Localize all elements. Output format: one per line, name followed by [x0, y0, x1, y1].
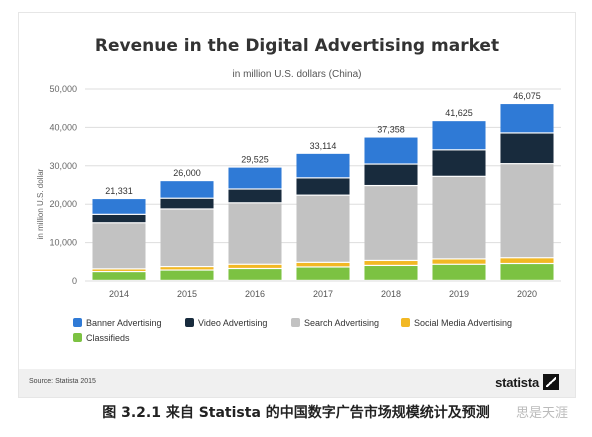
bar-segment: [160, 270, 214, 280]
bar-segment: [228, 264, 282, 268]
bar-total-label: 33,114: [310, 141, 337, 151]
x-tick-label: 2020: [517, 289, 537, 299]
bar-segment: [160, 267, 214, 270]
legend-swatch: [185, 318, 194, 327]
bar-segment: [364, 137, 418, 164]
legend-swatch: [401, 318, 410, 327]
bar-total-label: 26,000: [173, 168, 201, 178]
legend-label: Social Media Advertising: [414, 318, 512, 328]
bar-segment: [296, 195, 350, 262]
statista-logo-icon: [543, 374, 559, 390]
bar-segment: [92, 269, 146, 271]
x-tick-label: 2019: [449, 289, 469, 299]
x-tick-label: 2014: [109, 289, 129, 299]
bar-segment: [92, 223, 146, 269]
bar-segment: [500, 264, 554, 280]
bar-segment: [296, 262, 350, 267]
bar-segment: [92, 199, 146, 214]
y-axis-label: in million U.S. dollar: [36, 168, 45, 239]
bar-segment: [228, 189, 282, 203]
bar-total-label: 37,358: [377, 125, 405, 135]
bar-segment: [500, 258, 554, 263]
bar-segment: [228, 269, 282, 280]
bar-segment: [92, 214, 146, 223]
bar-segment: [364, 261, 418, 265]
x-tick-label: 2018: [381, 289, 401, 299]
y-tick-label: 30,000: [49, 161, 77, 171]
bar-segment: [432, 176, 486, 259]
bar-segment: [364, 164, 418, 185]
bar-segment: [296, 178, 350, 195]
bar-segment: [364, 186, 418, 260]
bar-total-label: 46,075: [513, 91, 541, 101]
footer-bar: [19, 369, 575, 397]
legend-label: Search Advertising: [304, 318, 379, 328]
brand-name: statista: [495, 374, 539, 390]
legend-swatch: [73, 333, 82, 342]
y-tick-label: 40,000: [49, 122, 77, 132]
bar-segment: [228, 167, 282, 189]
bar-segment: [160, 181, 214, 198]
legend-swatch: [73, 318, 82, 327]
bar-segment: [432, 121, 486, 150]
bar-segment: [432, 264, 486, 280]
bar-segment: [432, 150, 486, 176]
x-tick-label: 2017: [313, 289, 333, 299]
bar-segment: [92, 272, 146, 280]
source-note: Source: Statista 2015: [29, 378, 96, 385]
bar-segment: [432, 259, 486, 264]
legend-swatch: [291, 318, 300, 327]
y-tick-label: 10,000: [49, 238, 77, 248]
chart-figure: Revenue in the Digital Advertising marke…: [18, 12, 576, 398]
bar-total-label: 41,625: [445, 108, 473, 118]
legend-label: Classifieds: [86, 333, 130, 343]
bar-segment: [500, 133, 554, 164]
bar-segment: [228, 203, 282, 264]
bar-segment: [500, 164, 554, 258]
chart-canvas: Revenue in the Digital Advertising marke…: [36, 36, 561, 343]
bar-segment: [364, 266, 418, 280]
x-tick-label: 2015: [177, 289, 197, 299]
watermark: 思是天涯: [515, 406, 568, 421]
legend-label: Video Advertising: [198, 318, 267, 328]
bar-segment: [160, 209, 214, 266]
bar-segment: [500, 104, 554, 133]
bar-total-label: 21,331: [105, 186, 133, 196]
legend-label: Banner Advertising: [86, 318, 162, 328]
y-tick-label: 50,000: [49, 84, 77, 94]
x-tick-label: 2016: [245, 289, 265, 299]
y-tick-label: 0: [72, 276, 77, 286]
bar-total-label: 29,525: [241, 155, 269, 165]
brand-logo[interactable]: statista: [495, 374, 559, 390]
chart-title: Revenue in the Digital Advertising marke…: [95, 36, 499, 56]
bar-segment: [296, 153, 350, 178]
y-tick-label: 20,000: [49, 199, 77, 209]
figure-caption: 图 3.2.1 来自 Statista 的中国数字广告市场规模统计及预测: [102, 405, 490, 421]
bar-segment: [296, 267, 350, 280]
chart-subtitle: in million U.S. dollars (China): [233, 69, 362, 80]
bar-segment: [160, 198, 214, 209]
